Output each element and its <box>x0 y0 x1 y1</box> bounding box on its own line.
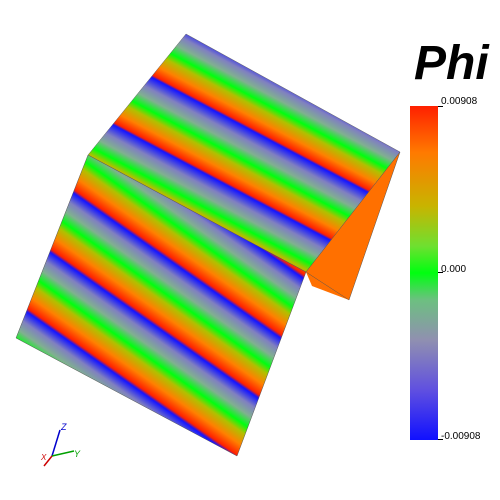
y-axis-line <box>51 450 75 457</box>
z-axis-label: Z <box>60 422 67 432</box>
tick-min <box>438 439 443 440</box>
z-axis-line <box>51 429 61 457</box>
color-bar <box>410 106 438 440</box>
legend-title: Phi <box>414 37 489 90</box>
mid-label: 0.000 <box>441 264 467 275</box>
max-label: 0.00908 <box>441 96 478 107</box>
cube-right-face <box>305 151 401 301</box>
x-axis-line <box>43 455 53 467</box>
tick-max <box>438 106 443 107</box>
tick-mid <box>438 272 443 273</box>
y-axis-label: Y <box>74 449 81 459</box>
x-axis-label: X <box>40 453 47 462</box>
axes-triad: Z Y X <box>40 422 81 467</box>
min-label: -0.00908 <box>441 431 481 442</box>
